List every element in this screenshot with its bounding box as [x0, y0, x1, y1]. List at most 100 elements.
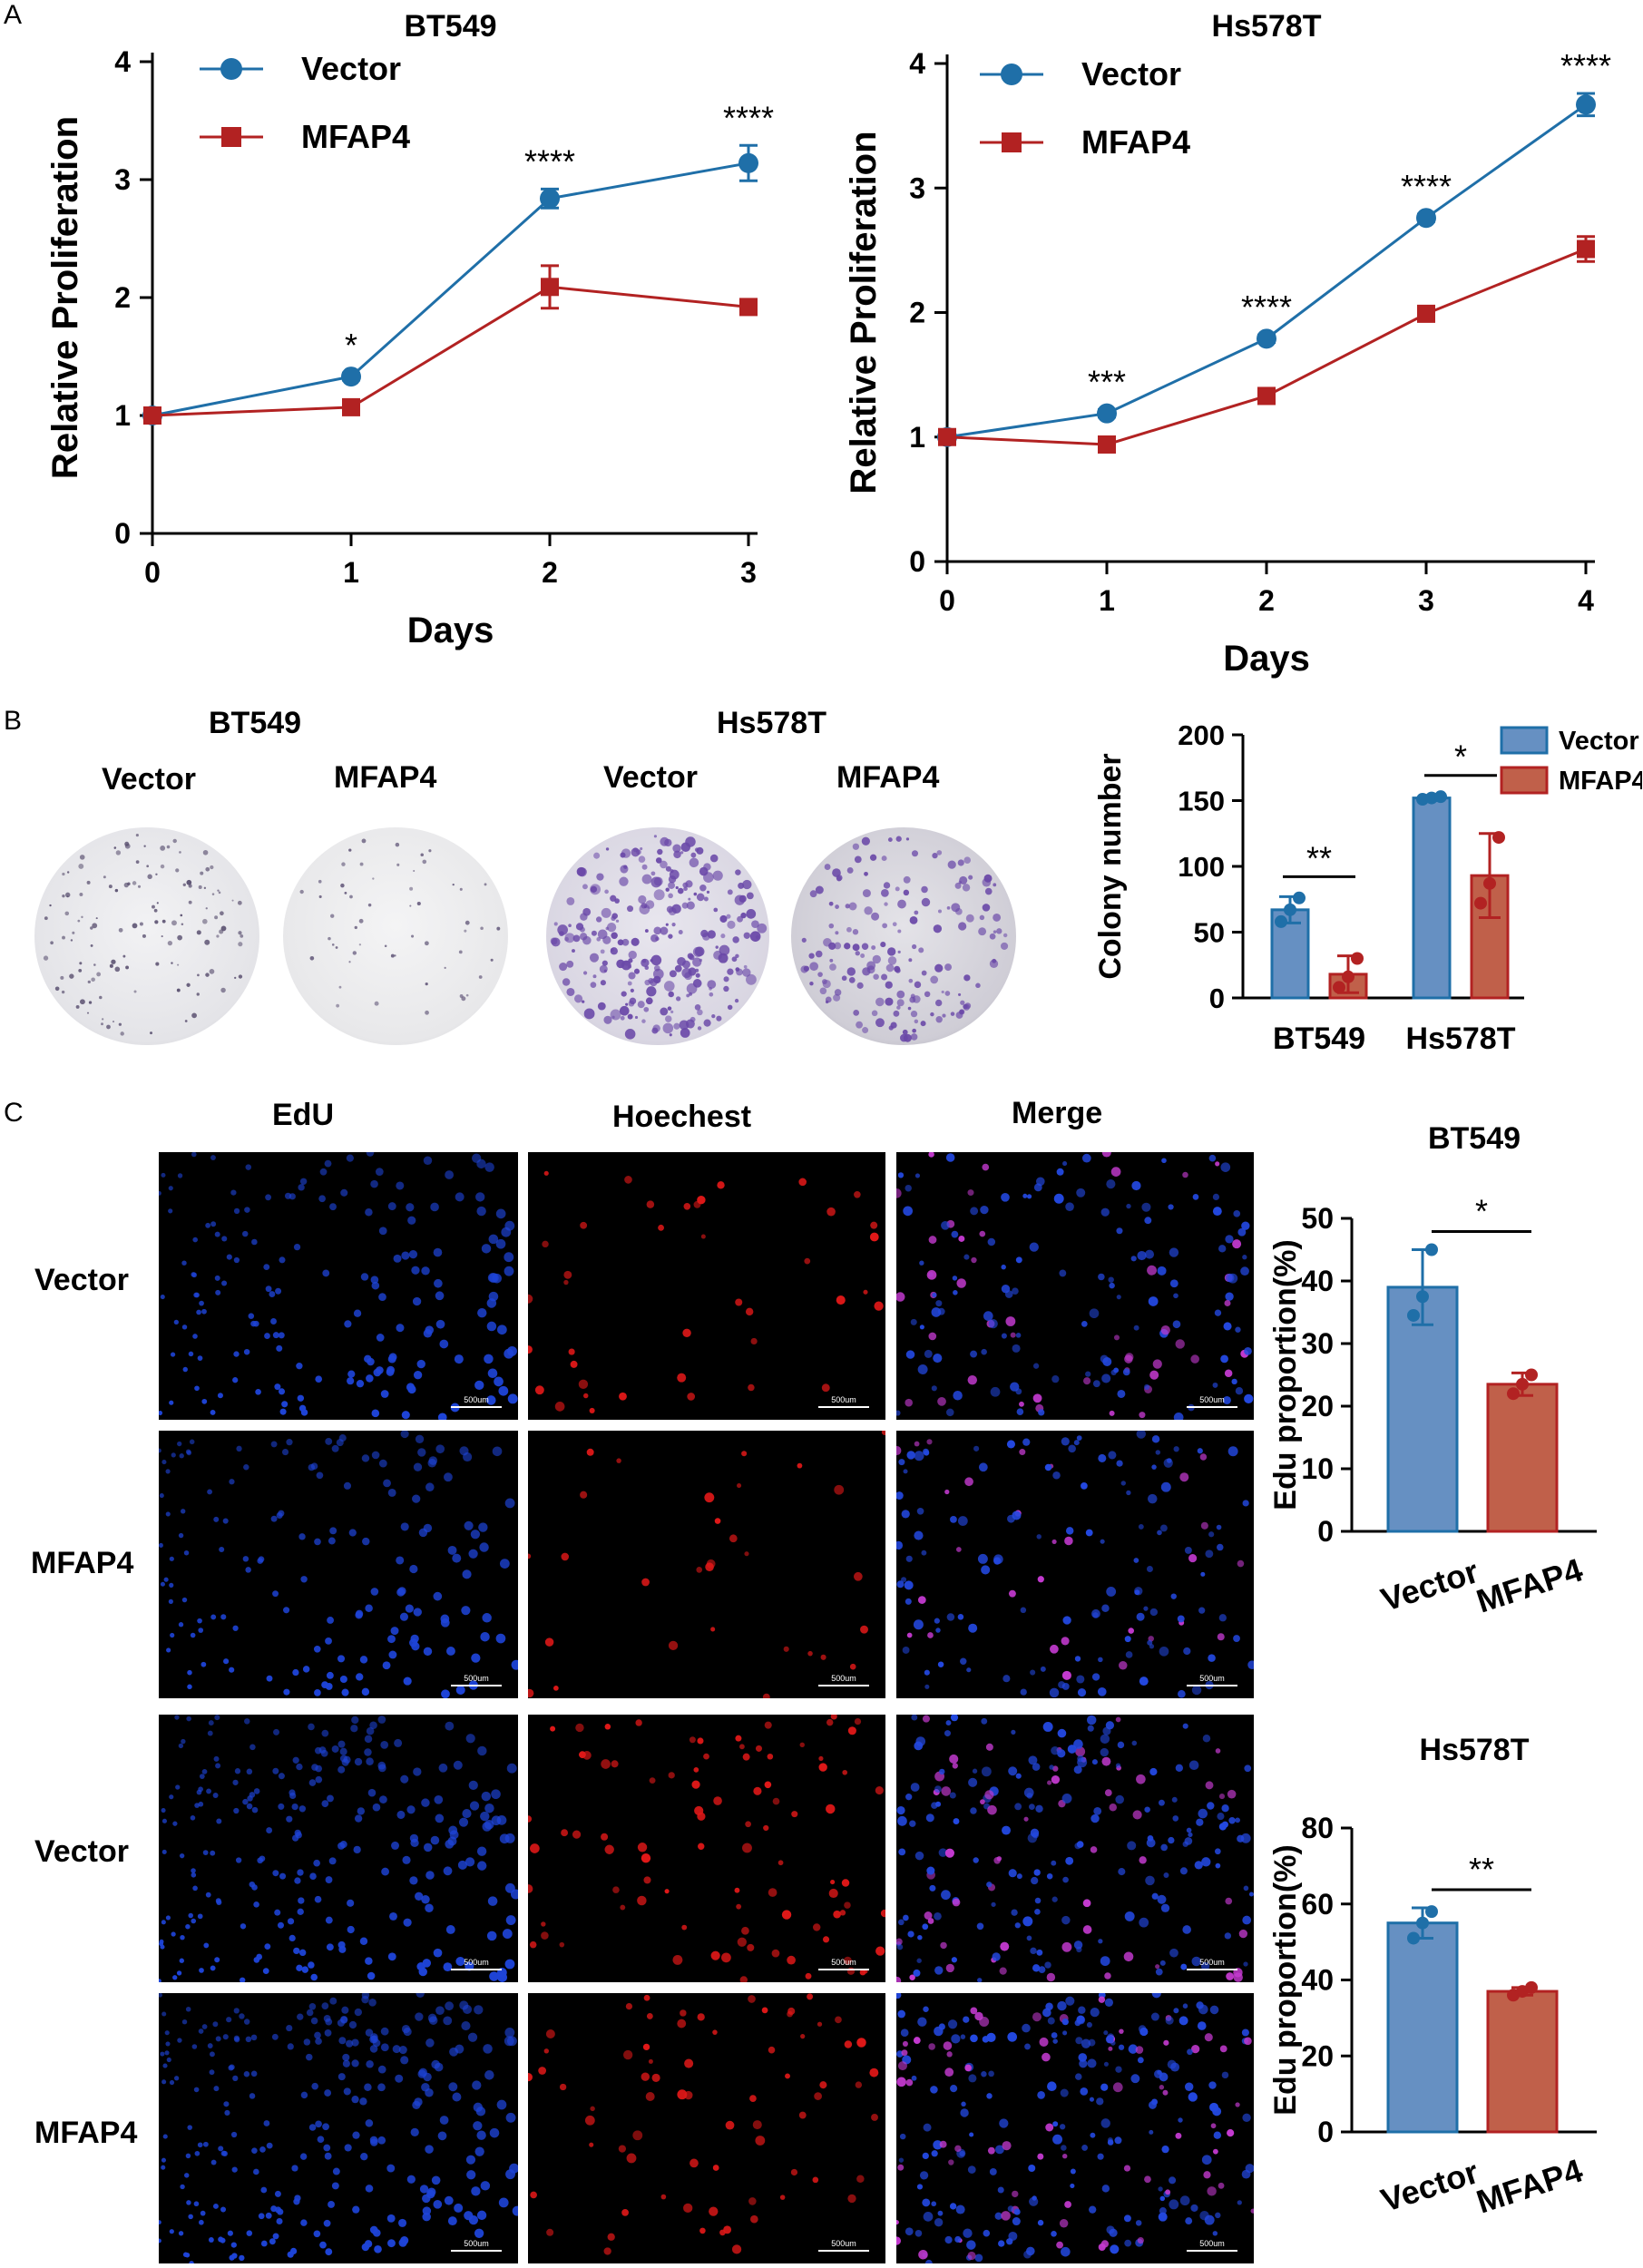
nucleus — [590, 2106, 595, 2112]
nucleus — [356, 1379, 365, 1388]
nucleus — [643, 1994, 650, 2001]
nucleus — [369, 2035, 377, 2044]
nucleus — [924, 1450, 930, 1456]
nucleus — [457, 1860, 467, 1870]
nucleus — [1032, 1393, 1042, 1403]
nucleus — [165, 1469, 171, 1474]
nucleus — [1165, 2189, 1171, 2195]
nucleus — [572, 1830, 582, 1839]
nucleus — [1145, 1875, 1155, 1886]
nucleus — [1213, 2131, 1222, 2139]
nucleus — [896, 1938, 903, 1946]
y-axis-label: Edu proportion(%) — [1268, 1239, 1303, 1510]
nucleus — [1235, 1387, 1244, 1395]
nucleus — [271, 2033, 279, 2040]
nucleus — [495, 1208, 506, 1219]
y-tick-label: 200 — [1178, 719, 1225, 751]
nucleus — [1051, 1375, 1060, 1383]
nucleus — [1015, 1333, 1022, 1338]
nucleus — [699, 2227, 706, 2234]
nucleus — [1104, 1998, 1114, 2007]
nucleus — [313, 2230, 321, 2238]
nucleus — [787, 2007, 796, 2015]
nucleus — [826, 1804, 836, 1814]
nucleus — [425, 1871, 435, 1880]
nucleus — [504, 2028, 515, 2038]
nucleus — [919, 1325, 924, 1330]
colony — [667, 1006, 672, 1011]
nucleus — [413, 1371, 423, 1380]
nucleus — [934, 1911, 942, 1921]
nucleus — [316, 1471, 324, 1480]
nucleus — [1118, 1868, 1126, 1876]
nucleus — [992, 1952, 1001, 1961]
nucleus — [434, 1795, 444, 1804]
colony — [675, 885, 679, 890]
nucleus — [856, 2175, 865, 2184]
nucleus — [1160, 1843, 1168, 1852]
nucleus — [981, 1348, 987, 1355]
nucleus — [498, 1385, 509, 1396]
nucleus — [668, 1640, 679, 1651]
data-point — [738, 152, 758, 173]
nucleus — [967, 2251, 976, 2261]
colony — [197, 973, 200, 977]
nucleus — [354, 1814, 363, 1823]
colony — [211, 893, 215, 895]
nucleus — [896, 2077, 906, 2087]
nucleus — [914, 1851, 924, 1861]
nucleus — [187, 2125, 192, 2130]
nucleus — [269, 1291, 276, 1298]
nucleus — [449, 1830, 459, 1840]
nucleus — [376, 1334, 385, 1342]
colony — [735, 967, 740, 972]
nucleus — [835, 2016, 842, 2024]
nucleus — [182, 1366, 188, 1373]
significance-mark: ** — [1306, 839, 1332, 876]
colony — [593, 852, 601, 859]
nucleus — [369, 2045, 378, 2053]
nucleus — [1106, 1586, 1117, 1597]
nucleus — [255, 1388, 261, 1395]
bar — [1486, 1383, 1559, 1533]
nucleus — [297, 1908, 304, 1916]
nucleus — [926, 1866, 935, 1875]
nucleus — [1218, 1614, 1227, 1622]
nucleus — [1159, 2085, 1165, 2090]
nucleus — [1014, 1922, 1021, 1929]
nucleus — [476, 2210, 487, 2221]
legend-label: Vector — [1559, 727, 1639, 756]
nucleus — [846, 1967, 856, 1975]
nucleus — [1065, 1527, 1074, 1535]
colony — [132, 923, 138, 929]
nucleus — [541, 1921, 546, 1927]
colony — [709, 992, 714, 997]
nucleus — [364, 2083, 372, 2091]
colony — [885, 963, 895, 973]
nucleus — [504, 1959, 515, 1970]
colony — [703, 863, 711, 871]
nucleus — [459, 2000, 469, 2010]
nucleus — [327, 1794, 334, 1803]
colony — [757, 923, 768, 934]
nucleus — [362, 1537, 370, 1546]
nucleus — [999, 2118, 1009, 2128]
nucleus — [343, 2087, 351, 2096]
nucleus — [289, 1792, 297, 1800]
colony — [559, 963, 568, 972]
nucleus — [1225, 1897, 1233, 1905]
nucleus — [484, 1162, 494, 1172]
nucleus — [279, 1408, 287, 1415]
nucleus — [494, 1376, 504, 1387]
colony — [908, 958, 913, 963]
nucleus — [1247, 1660, 1254, 1669]
nucleus — [651, 2073, 660, 2082]
nucleus — [902, 1646, 910, 1654]
nucleus — [1215, 1748, 1221, 1754]
nucleus — [230, 1189, 237, 1196]
nucleus — [410, 2127, 419, 2137]
nucleus — [449, 2047, 459, 2057]
nucleus — [941, 1786, 952, 1796]
nucleus — [697, 1812, 706, 1821]
nucleus — [710, 1950, 720, 1960]
